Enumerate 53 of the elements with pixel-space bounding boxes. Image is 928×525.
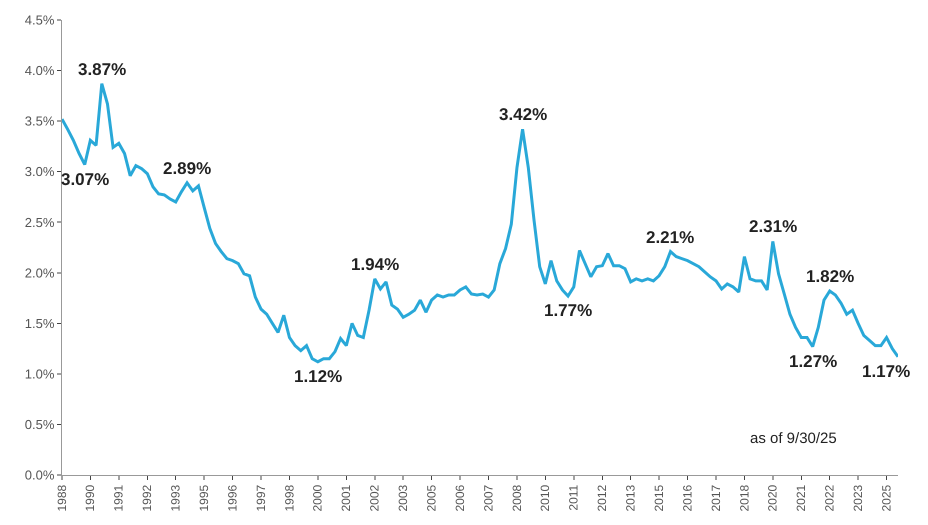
x-tick-label: 2001	[339, 484, 354, 512]
x-tick-label: 1991	[112, 484, 126, 512]
annotation: 1.17%	[862, 362, 910, 381]
annotation: 2.89%	[163, 159, 212, 178]
x-tick-label: 2012	[595, 484, 610, 512]
y-tick-label: 0.0%	[24, 468, 55, 483]
annotation: 1.27%	[789, 352, 838, 371]
y-tick-label: 4.0%	[24, 63, 55, 78]
annotation: 1.82%	[806, 267, 854, 286]
annotation: 3.07%	[61, 170, 110, 189]
y-tick-label: 3.5%	[24, 114, 55, 129]
y-tick-label: 3.0%	[24, 164, 55, 180]
annotation: 3.87%	[78, 60, 126, 79]
y-tick-label: 2.0%	[24, 265, 55, 280]
x-tick-label: 2017	[708, 484, 723, 512]
x-tick-label: 2011	[566, 484, 581, 511]
x-tick-label: 2010	[538, 484, 552, 512]
annotation: 1.12%	[294, 367, 342, 386]
x-tick-label: 1993	[168, 484, 183, 512]
y-tick-label: 1.0%	[24, 366, 55, 382]
x-tick-label: 1988	[54, 484, 69, 512]
y-tick-label: 1.5%	[24, 316, 55, 331]
x-tick-label: 2002	[368, 484, 382, 512]
annotation: 2.31%	[749, 217, 798, 236]
annotation: 3.42%	[499, 105, 548, 124]
x-tick-label: 2021	[794, 484, 808, 512]
x-tick-label: 1990	[83, 484, 98, 512]
x-tick-label: 2006	[452, 484, 467, 512]
annotation: as of 9/30/25	[750, 430, 837, 447]
annotation: 1.77%	[544, 301, 592, 320]
x-tick-label: 2020	[766, 484, 780, 512]
x-tick-label: 1995	[196, 484, 211, 512]
y-tick-label: 4.5%	[24, 12, 55, 28]
annotation: 1.94%	[351, 255, 400, 274]
x-tick-label: 1992	[140, 484, 154, 512]
x-tick-label: 1996	[225, 484, 240, 512]
x-tick-label: 2018	[737, 484, 752, 512]
x-tick-label: 2015	[652, 484, 666, 512]
x-tick-label: 2016	[680, 484, 694, 512]
x-tick-label: 2000	[310, 484, 325, 512]
x-tick-label: 2008	[510, 484, 524, 512]
annotation: 2.21%	[646, 228, 694, 247]
x-tick-label: 2013	[624, 484, 638, 512]
y-tick-label: 2.5%	[24, 214, 55, 230]
x-tick-label: 2003	[396, 484, 410, 512]
x-tick-label: 2025	[879, 484, 894, 512]
x-tick-label: 1997	[254, 484, 268, 512]
x-tick-label: 1998	[282, 484, 296, 512]
x-tick-label: 2007	[481, 484, 496, 512]
x-tick-label: 2023	[851, 484, 866, 512]
x-tick-label: 2005	[424, 484, 438, 512]
x-tick-label: 2022	[822, 484, 837, 512]
y-tick-label: 0.5%	[24, 416, 55, 432]
